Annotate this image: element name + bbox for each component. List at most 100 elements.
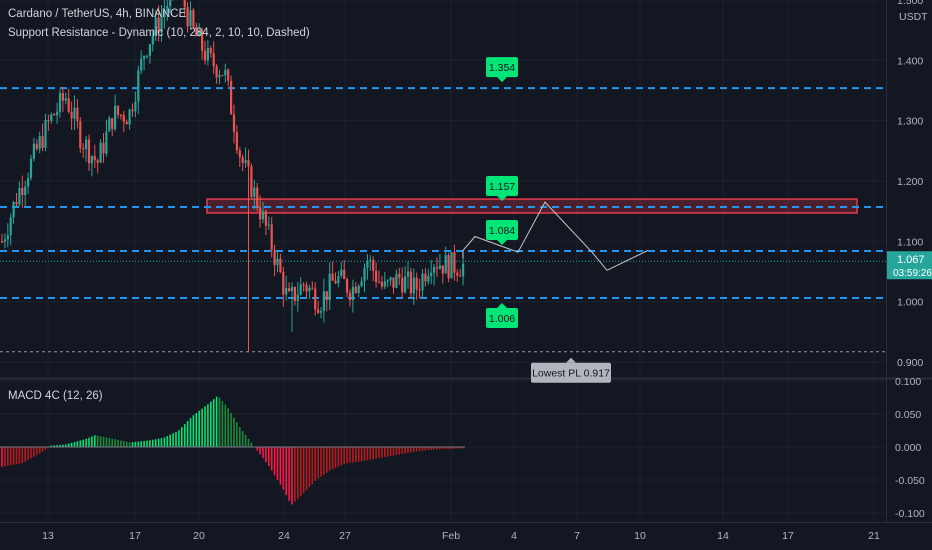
candle-body [32,143,35,159]
candle-body [412,277,415,294]
candle-body [357,285,360,293]
candle-body [183,0,186,8]
candle-body [189,10,192,27]
candle-body [108,118,111,132]
candle-body [360,281,363,286]
candle-body [221,75,224,77]
candle-body [375,270,378,282]
candle-body [160,16,163,33]
level-tag-pointer [497,195,507,201]
candle-body [438,265,441,269]
candle-body [203,50,207,61]
candle-body [395,273,398,288]
current-price-label: 1.067 [897,254,925,266]
candle-body [67,98,70,112]
candle-body [256,187,259,208]
price-tick-label: 1.100 [897,236,923,248]
time-tick-label: 14 [717,530,729,542]
candle-body [134,101,137,112]
candle-body [224,69,227,76]
candle-body [206,47,209,61]
currency-label: USDT [899,11,928,23]
candle-body [21,188,24,195]
candle-body [99,142,102,163]
candle-body [459,275,462,277]
candle-body [351,286,354,301]
candle-body [218,75,221,78]
candle-body [250,166,253,197]
macd-tick-label: -0.100 [895,508,925,520]
macd-histogram [0,396,465,505]
candle-body [450,252,453,279]
candle-body [406,271,410,277]
time-tick-label: 7 [574,530,580,542]
candle-body [85,139,88,149]
candle-body [56,111,59,116]
time-tick-label: 20 [193,530,205,542]
candle-body [325,291,328,301]
candle-body [331,273,334,281]
candle-body [15,201,18,205]
candle-body [317,309,320,313]
candle-body [311,287,314,289]
candle-body [302,284,305,286]
candle-body [337,275,340,284]
candle-body [288,288,291,291]
level-tag-pointer [497,77,507,83]
candle-body [201,30,204,51]
candle-body [453,252,456,273]
candle-body [296,294,299,301]
candle-body [421,273,424,291]
candle-body [12,201,15,218]
level-tag-pointer [497,239,507,245]
candle-body [276,258,279,266]
candle-body [151,35,154,45]
candle-body [308,287,311,292]
candle-body [111,118,114,130]
candle-body [409,271,412,294]
candle-body [102,142,105,154]
candle-body [212,53,215,67]
level-tag-pointer [566,357,576,363]
time-tick-label: 21 [868,530,880,542]
indicator-legend: Support Resistance - Dynamic (10, 284, 2… [8,27,310,39]
candle-body [18,188,21,205]
support-resistance-levels: 1.354 1.157 1.084 1.006 Lowest PL 0.917 [0,57,886,383]
candle-body [24,186,27,195]
candle-body [0,241,4,243]
price-projection [462,201,649,271]
candle-body [386,280,389,282]
price-axes: 0.900 1.000 1.100 1.200 1.300 1.400 1.500 -0.10… [42,0,932,542]
candle-body [435,267,439,269]
candle-body [140,58,143,71]
candle-body [340,269,343,276]
candle-body [61,92,64,101]
candle-body [116,105,120,115]
time-tick-label: 4 [511,530,517,542]
candle-body [195,26,198,37]
candle-body [27,178,30,187]
candle-body [430,272,433,276]
candle-body [82,148,85,150]
current-price-tag [887,251,932,280]
candle-body [244,160,247,163]
candle-body [433,267,436,273]
candle-body [415,277,418,290]
candle-body [70,111,73,119]
candle-body [261,211,265,220]
candle-body [253,187,256,197]
candle-body [6,234,9,240]
time-tick-label: 17 [782,530,794,542]
candle-body [259,207,262,220]
chart-title: Cardano / TetherUS, 4h, BINANCE [8,8,187,20]
candle-body [44,120,47,148]
candle-body [401,277,404,293]
candle-body [290,287,294,291]
candle-body [96,160,99,163]
candle-body [198,30,201,37]
candle-body [154,17,157,36]
candle-body [383,281,386,287]
candle-body [163,11,166,17]
candle-body [41,136,44,148]
